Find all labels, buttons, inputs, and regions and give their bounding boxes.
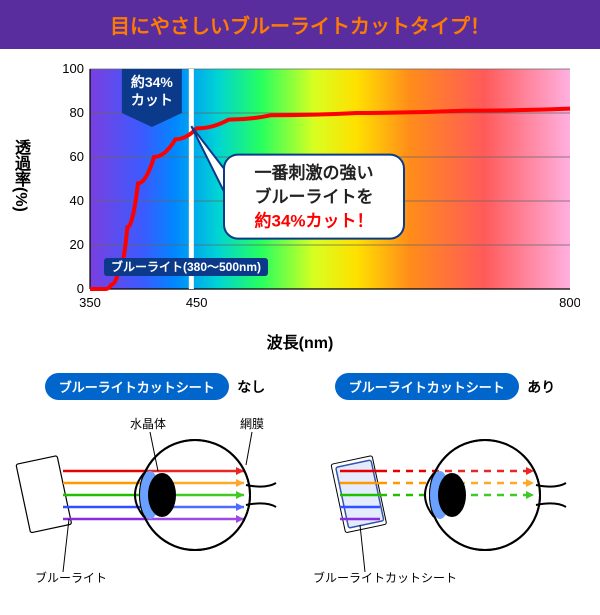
pill-suffix-yes: あり: [527, 379, 555, 395]
svg-text:450: 450: [186, 295, 208, 310]
svg-text:カット: カット: [131, 92, 173, 108]
svg-text:ブルーライト: ブルーライト: [35, 570, 107, 585]
svg-text:40: 40: [70, 193, 84, 208]
header-title: 目にやさしいブルーライトカットタイプ！: [0, 0, 600, 49]
svg-text:0: 0: [77, 281, 84, 296]
svg-text:約34%: 約34%: [131, 74, 174, 90]
svg-text:20: 20: [70, 237, 84, 252]
svg-text:一番刺激の強い: 一番刺激の強い: [255, 163, 374, 183]
eye-with-sheet: ブルーライトカットシート あり ブルーライトカットシート: [305, 373, 585, 595]
pill-no-sheet: ブルーライトカットシート: [45, 373, 229, 400]
eye-diagram-with-sheet: ブルーライトカットシート: [305, 400, 585, 590]
y-axis-label: 透過率(%): [8, 139, 32, 212]
svg-text:60: 60: [70, 149, 84, 164]
eye-diagram-no-sheet: 水晶体 網膜ブルーライト: [15, 400, 295, 590]
eye-comparison: ブルーライトカットシート なし 水晶体 網膜ブルーライト ブルーライトカットシート…: [0, 363, 600, 615]
svg-text:100: 100: [62, 61, 84, 76]
svg-text:約34%カット！: 約34%カット！: [254, 211, 373, 231]
pill-suffix-no: なし: [237, 379, 265, 395]
pill-with-sheet: ブルーライトカットシート: [335, 373, 519, 400]
svg-text:350: 350: [79, 295, 101, 310]
svg-text:ブルーライトカットシート: ブルーライトカットシート: [313, 570, 457, 585]
svg-text:800: 800: [559, 295, 580, 310]
eye-no-sheet: ブルーライトカットシート なし 水晶体 網膜ブルーライト: [15, 373, 295, 595]
svg-text:ブルーライト(380～500nm): ブルーライト(380～500nm): [111, 259, 261, 274]
svg-text:80: 80: [70, 105, 84, 120]
svg-text:網膜: 網膜: [240, 417, 264, 431]
x-axis-label: 波長(nm): [0, 329, 600, 363]
svg-text:ブルーライトを: ブルーライトを: [255, 187, 374, 207]
transmittance-chart: 0 20 40 60 80 100 350 450 800 約34% カットブルーライト(380～5…: [60, 59, 580, 319]
chart-container: 透過率(%) 0 20 40 60 80 100 350 450 800 約34% カットブルーライ…: [0, 49, 600, 329]
svg-text:水晶体: 水晶体: [130, 417, 166, 431]
